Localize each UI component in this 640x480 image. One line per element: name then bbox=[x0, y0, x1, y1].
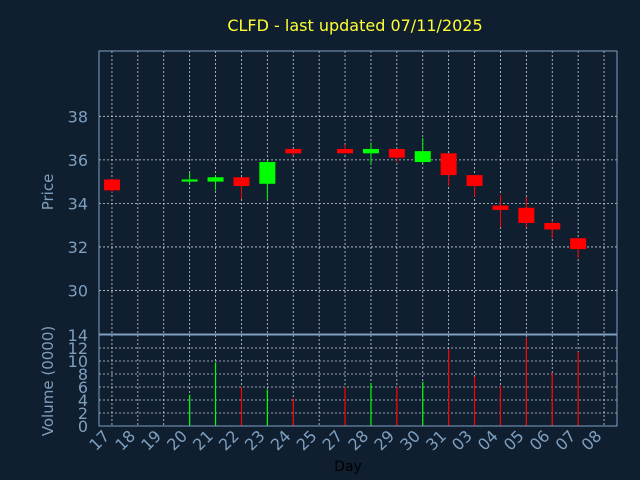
x-tick-label: 28 bbox=[344, 426, 372, 454]
volume-tick-label: 4 bbox=[78, 391, 88, 410]
volume-axis-label: Volume (0000) bbox=[39, 326, 57, 436]
candle-body bbox=[414, 151, 431, 163]
x-tick-label: 07 bbox=[552, 426, 580, 454]
x-tick-label: 23 bbox=[241, 426, 269, 454]
candle-body bbox=[388, 148, 405, 158]
candle-body bbox=[440, 153, 457, 176]
price-tick-label: 36 bbox=[68, 151, 88, 170]
candle-body bbox=[518, 207, 535, 223]
x-tick-label: 17 bbox=[85, 426, 113, 454]
x-tick-label: 29 bbox=[370, 426, 398, 454]
volume-plot-frame bbox=[98, 334, 618, 427]
x-tick-label: 27 bbox=[319, 426, 347, 454]
x-tick-label: 30 bbox=[396, 426, 424, 454]
x-tick-label: 31 bbox=[422, 426, 450, 454]
candle-body bbox=[259, 162, 276, 184]
candle-body bbox=[544, 222, 561, 230]
x-tick-label: 03 bbox=[448, 426, 476, 454]
volume-bar bbox=[422, 381, 424, 426]
volume-bar bbox=[214, 362, 217, 426]
volume-bar bbox=[473, 376, 476, 426]
candle-body bbox=[337, 148, 354, 154]
x-tick-label: 19 bbox=[137, 426, 165, 454]
volume-tick-label: 6 bbox=[78, 378, 88, 397]
x-tick-label: 24 bbox=[267, 426, 295, 454]
candle-body bbox=[207, 177, 224, 182]
volume-tick-label: 2 bbox=[78, 404, 88, 423]
x-tick-label: 08 bbox=[578, 426, 606, 454]
volume-bar bbox=[189, 394, 191, 426]
x-tick-label: 18 bbox=[111, 426, 139, 454]
volume-bar bbox=[370, 383, 372, 426]
volume-bar bbox=[240, 387, 243, 426]
x-tick-label: 05 bbox=[500, 426, 528, 454]
volume-bar bbox=[396, 387, 398, 426]
volume-bar bbox=[266, 389, 268, 426]
price-tick-label: 32 bbox=[68, 238, 88, 257]
chart-title: CLFD - last updated 07/11/2025 bbox=[227, 16, 482, 35]
price-tick-label: 34 bbox=[68, 194, 88, 213]
volume-tick-label: 14 bbox=[68, 326, 88, 345]
price-axis-label: Price bbox=[39, 174, 57, 211]
volume-tick-label: 10 bbox=[68, 352, 88, 371]
candle-body bbox=[233, 177, 250, 186]
candle-body bbox=[285, 148, 302, 154]
x-axis-label: Day bbox=[334, 459, 362, 475]
price-plot-frame bbox=[98, 50, 618, 335]
candle-body bbox=[466, 175, 483, 186]
candle-body bbox=[103, 179, 120, 191]
volume-tick-label: 0 bbox=[78, 417, 88, 436]
x-tick-label: 25 bbox=[293, 426, 321, 454]
candle-body bbox=[492, 205, 509, 210]
volume-panel: 0246810121417181920212223242527282930310… bbox=[68, 326, 618, 454]
volume-bar bbox=[551, 372, 553, 426]
x-tick-label: 22 bbox=[215, 426, 243, 454]
x-tick-label: 06 bbox=[526, 426, 554, 454]
volume-tick-label: 8 bbox=[78, 365, 88, 384]
volume-bar bbox=[448, 349, 450, 426]
price-tick-label: 30 bbox=[68, 281, 88, 300]
x-tick-label: 20 bbox=[163, 426, 191, 454]
candle-body bbox=[181, 179, 198, 182]
x-tick-label: 04 bbox=[474, 426, 502, 454]
price-tick-label: 38 bbox=[68, 107, 88, 126]
price-panel: 30 32 34 36 38 bbox=[68, 50, 618, 335]
volume-bar bbox=[292, 398, 294, 426]
candle-body bbox=[362, 148, 379, 154]
volume-bar bbox=[525, 337, 527, 426]
volume-tick-label: 12 bbox=[68, 339, 88, 358]
x-tick-label: 21 bbox=[189, 426, 217, 454]
candle-body bbox=[570, 238, 587, 250]
volume-bar bbox=[577, 351, 579, 426]
volume-bar bbox=[344, 387, 346, 426]
volume-bar bbox=[499, 385, 502, 426]
